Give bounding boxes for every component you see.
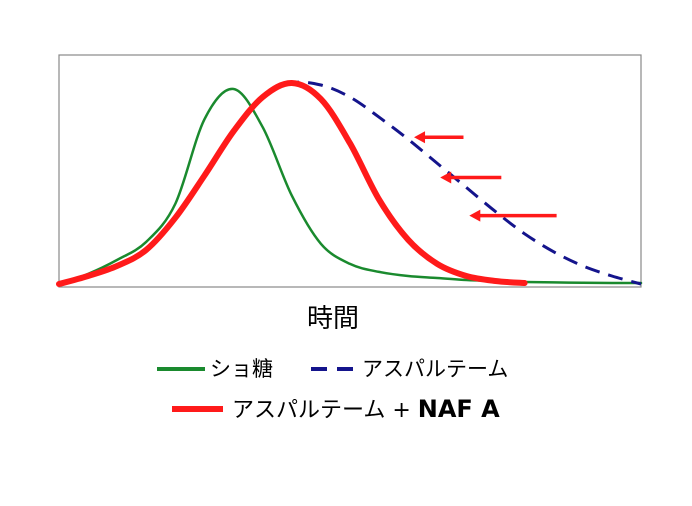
arrow-annotation-1 [440,171,502,184]
legend: ショ糖 アスパルテーム アスパルテーム + NAF A [157,357,508,423]
arrow-head-0 [414,131,426,144]
arrow-head-1 [440,171,452,184]
legend-label-aspartame: アスパルテーム [362,357,508,381]
legend-label-aspartame-naf: アスパルテーム + NAF A [232,395,500,423]
legend-label-sucrose: ショ糖 [210,357,273,381]
arrow-annotation-0 [414,131,464,144]
legend-label-aspartame-naf-main: アスパルテーム + [232,398,418,423]
legend-label-aspartame-naf-bold: NAF A [418,395,500,423]
series-layer [56,80,643,287]
arrow-head-2 [469,209,481,222]
annotation-arrows [414,131,557,222]
series-line-1 [58,80,642,286]
arrow-annotation-2 [469,209,557,222]
series-line-2 [56,80,528,287]
x-axis-label: 時間 [307,304,359,334]
series-line-0 [57,87,643,286]
plot-area-frame [58,54,642,288]
